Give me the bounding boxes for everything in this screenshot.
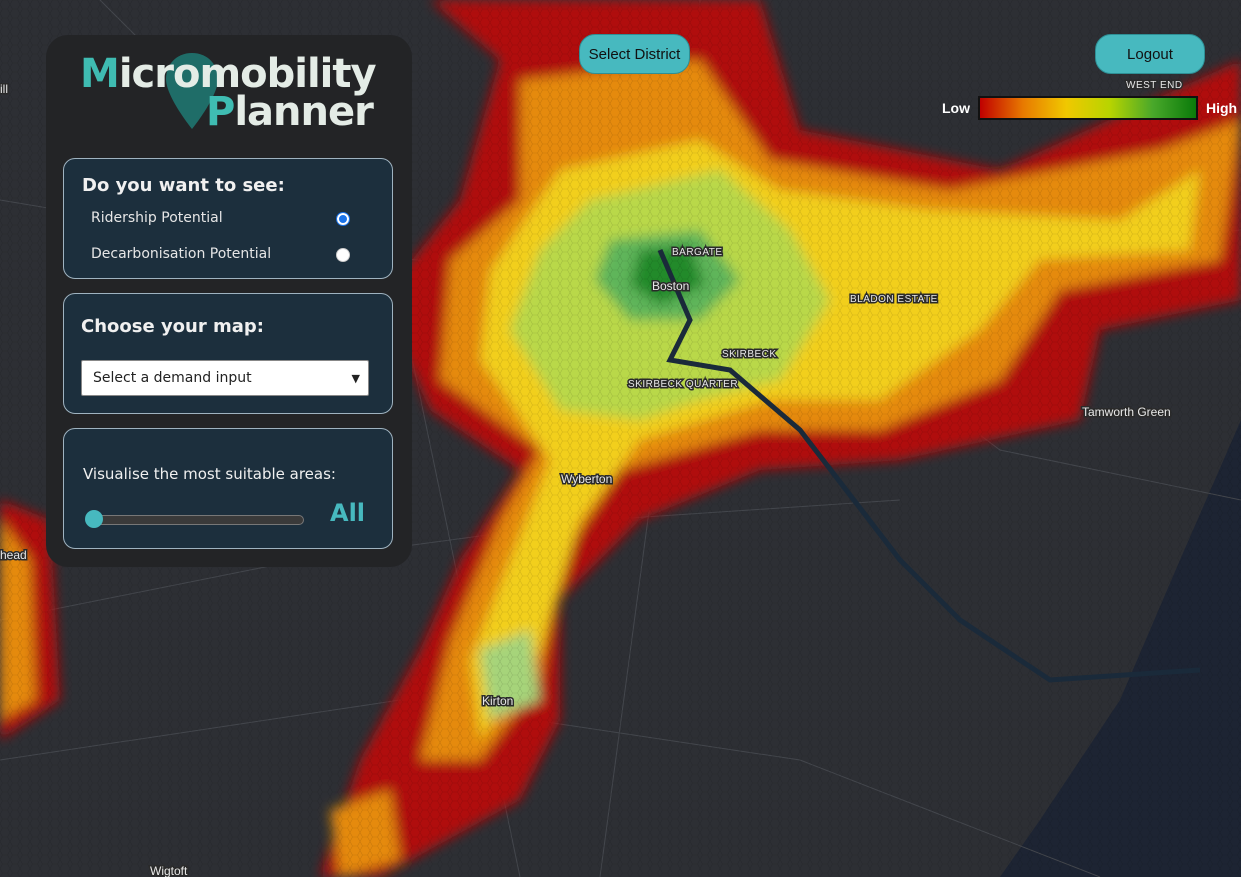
slider-thumb[interactable] bbox=[85, 510, 103, 528]
logout-button[interactable]: Logout bbox=[1095, 34, 1205, 74]
map-label: head bbox=[0, 548, 27, 562]
slider-value: All bbox=[330, 499, 366, 527]
map-label: SKIRBECK QUARTER bbox=[628, 379, 738, 390]
card-title: Visualise the most suitable areas: bbox=[83, 465, 336, 483]
demand-select[interactable]: Select a demand input ▼ bbox=[81, 360, 369, 396]
map-label: Tamworth Green bbox=[1082, 405, 1171, 419]
map-label: BARGATE bbox=[672, 247, 723, 258]
logo-line2: Planner bbox=[206, 89, 374, 135]
legend-gradient bbox=[978, 96, 1198, 120]
select-district-button[interactable]: Select District bbox=[579, 34, 690, 74]
select-text: Select a demand input bbox=[93, 370, 252, 386]
map-label: Wigtoft bbox=[150, 864, 188, 877]
filter-card: Visualise the most suitable areas: All bbox=[63, 428, 393, 549]
view-card: Do you want to see: Ridership Potential … bbox=[63, 158, 393, 279]
slider-track[interactable] bbox=[92, 515, 304, 525]
logo-pin bbox=[166, 53, 218, 129]
map-label: Boston bbox=[652, 279, 689, 293]
map-label: SKIRBECK bbox=[722, 349, 777, 360]
map-label: BLADON ESTATE bbox=[850, 294, 938, 305]
legend: Low High bbox=[942, 96, 1237, 120]
option-label[interactable]: Ridership Potential bbox=[91, 210, 223, 226]
radio-button[interactable] bbox=[336, 248, 350, 262]
legend-low: Low bbox=[942, 100, 970, 116]
map-label: ill bbox=[0, 82, 8, 96]
select-arrow: ▼ bbox=[351, 371, 360, 385]
card-title: Choose your map: bbox=[81, 316, 264, 337]
map-label: WEST END bbox=[1126, 80, 1183, 91]
logo-line1: Micromobility bbox=[80, 51, 377, 97]
map-label: Wyberton bbox=[561, 472, 612, 486]
side-panel: Micromobility Planner Do you want to see… bbox=[46, 35, 412, 567]
option-label[interactable]: Decarbonisation Potential bbox=[91, 246, 272, 262]
map-card: Choose your map: Select a demand input ▼ bbox=[63, 293, 393, 414]
legend-high: High bbox=[1206, 100, 1238, 116]
map-label: Kirton bbox=[482, 694, 513, 708]
radio-button[interactable] bbox=[336, 212, 350, 226]
card-title: Do you want to see: bbox=[82, 175, 285, 196]
